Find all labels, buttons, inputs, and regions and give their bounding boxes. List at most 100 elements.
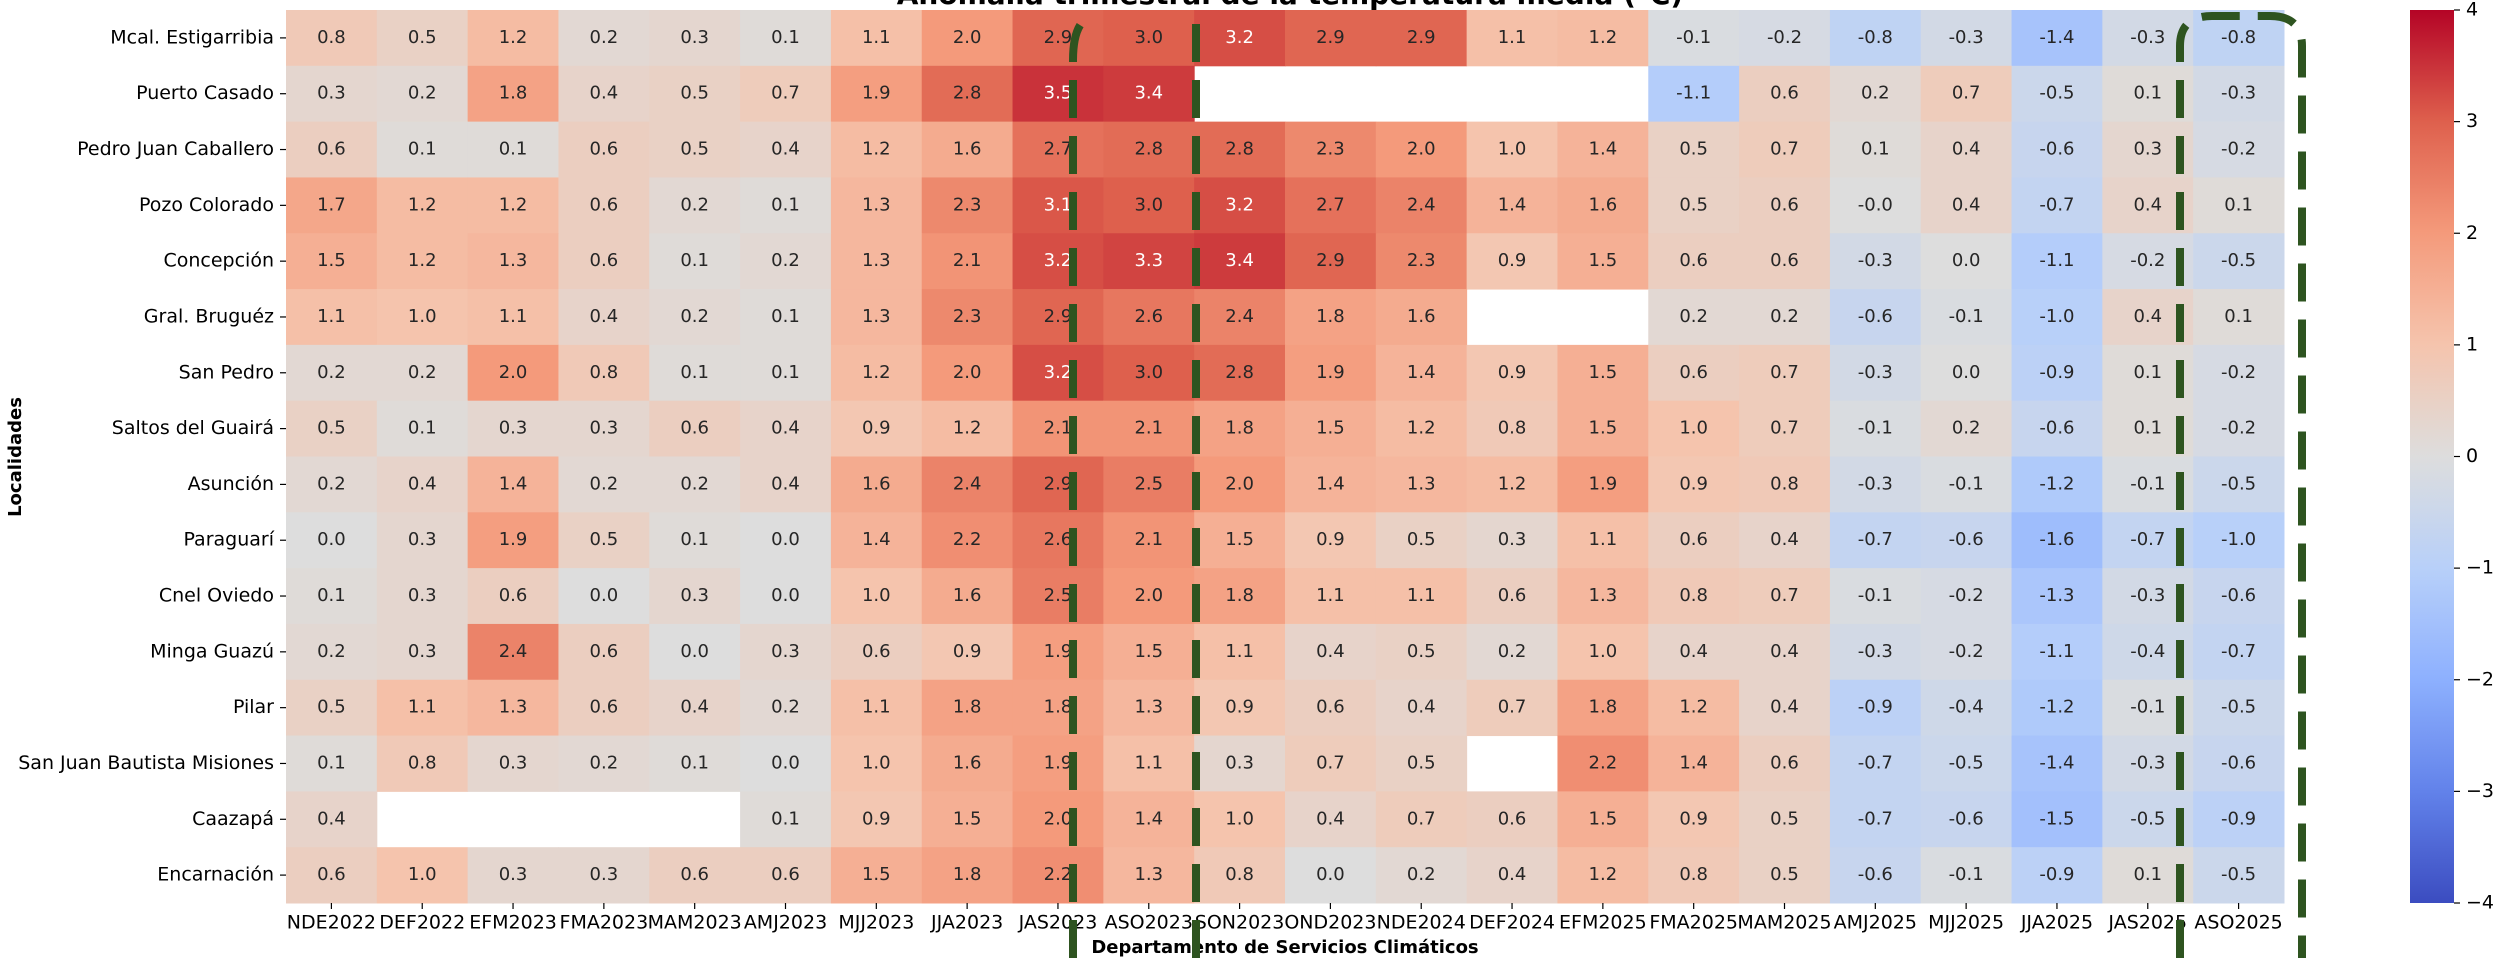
x-tick-label: EFM2025 [1559,912,1647,934]
heatmap-cell [2193,623,2285,681]
heatmap-cell [921,679,1014,737]
heatmap-cell [558,679,650,737]
cell-label: -1.6 [2039,529,2074,550]
colorbar-tick-label: 0 [2466,445,2478,467]
cell-label: -0.5 [2221,697,2256,718]
heatmap-cell [1285,456,1377,513]
y-tick-label: Minga Guazú [150,640,274,662]
cell-label: -1.4 [2039,27,2074,48]
cell-label: -0.6 [2039,418,2074,439]
cell-label: -0.3 [1858,641,1893,662]
x-axis-label: Departamento de Servicios Climáticos [1091,937,1478,958]
heatmap-cell [921,735,1014,792]
heatmap-cell [1194,791,1286,848]
cell-label: 1.8 [1316,306,1345,327]
heatmap-cell [467,400,559,457]
heatmap-cell [1103,289,1195,346]
heatmap-cell [376,735,469,792]
cell-label: 1.0 [408,864,437,885]
cell-label: 0.5 [1679,139,1708,160]
heatmap-cell [1739,791,1831,848]
heatmap-cell [1285,10,1377,67]
cell-label: 0.6 [1679,529,1708,550]
y-tick-label: Puerto Casado [136,82,274,104]
y-tick-label: Pedro Juan Caballero [77,138,274,160]
cell-label: 2.0 [499,362,528,383]
cell-label: 1.3 [862,306,891,327]
heatmap-cell [2011,623,2103,681]
heatmap-cell [1012,289,1104,346]
cell-label: 1.9 [1316,362,1345,383]
heatmap-cell [1103,233,1195,290]
cell-label: -0.7 [1858,808,1893,829]
heatmap-cell [2011,456,2103,513]
cell-label: -0.1 [1949,864,1984,885]
heatmap-cell [830,568,923,625]
heatmap-cell [649,847,741,904]
heatmap-cell [649,289,741,346]
heatmap-cell [1103,512,1195,569]
heatmap-cell [649,679,741,737]
cell-label: 0.6 [317,139,346,160]
heatmap-cell [1466,121,1558,178]
cell-label: 3.4 [1225,250,1254,271]
cell-label: -0.9 [1858,697,1893,718]
cell-label: 0.5 [1770,864,1799,885]
heatmap-cell [1920,177,2013,234]
heatmap-cell [2193,289,2285,346]
heatmap-cell [2011,512,2103,569]
cell-label: 0.8 [1225,864,1254,885]
cell-label: 2.1 [1134,418,1163,439]
cell-label: 0.3 [680,27,709,48]
cell-label: 0.9 [1679,808,1708,829]
heatmap-cell [1920,233,2013,290]
heatmap-cell [830,10,923,67]
heatmap-cell [376,233,469,290]
heatmap-cell [286,791,378,848]
cell-label: 1.2 [1589,27,1618,48]
heatmap-cell [1375,623,1468,681]
heatmap-cell [467,289,559,346]
cell-label: 1.6 [862,473,891,494]
cell-label: 2.9 [1407,27,1436,48]
cell-label: 0.9 [1498,250,1527,271]
heatmap-cell [1012,456,1104,513]
heatmap-cell [1103,65,1195,123]
heatmap-cell [1012,233,1104,290]
cell-label: 2.0 [1134,585,1163,606]
cell-label: 0.0 [771,585,800,606]
cell-label: -0.2 [1767,27,1802,48]
cell-label: 0.5 [317,697,346,718]
heatmap-cell [1739,177,1831,234]
heatmap-cell [1466,791,1558,848]
cell-label: 3.4 [1134,83,1163,104]
heatmap-cell [921,456,1014,513]
heatmap-cell [467,65,559,123]
heatmap-cell [1739,233,1831,290]
heatmap-cell [376,65,469,123]
y-tick-label: Pilar [233,696,274,718]
heatmap-cell [1285,623,1377,681]
heatmap-cell [1648,735,1740,792]
cell-label: -0.3 [1858,362,1893,383]
cell-label: 0.8 [1770,473,1799,494]
cell-label: -0.4 [1949,697,1984,718]
cell-label: 3.0 [1134,194,1163,215]
x-tick-label: ASO2023 [1105,912,1193,934]
cell-label: 0.1 [2133,83,2162,104]
cell-label: -1.2 [2039,473,2074,494]
cell-label: 1.4 [1134,808,1163,829]
heatmap-cell [1739,121,1831,178]
cell-label: 0.1 [408,418,437,439]
cell-label: -1.1 [1676,83,1711,104]
heatmap-cell [1194,456,1286,513]
cell-label: 0.7 [1770,585,1799,606]
heatmap-cell [2193,121,2285,178]
cell-label: 1.1 [1407,585,1436,606]
cell-label: 0.2 [680,306,709,327]
cell-label: 0.1 [2224,306,2253,327]
cell-label: 3.1 [1044,194,1073,215]
heatmap-cell [2193,735,2285,792]
heatmap-cell [1920,847,2013,904]
cell-label: 1.0 [1679,418,1708,439]
